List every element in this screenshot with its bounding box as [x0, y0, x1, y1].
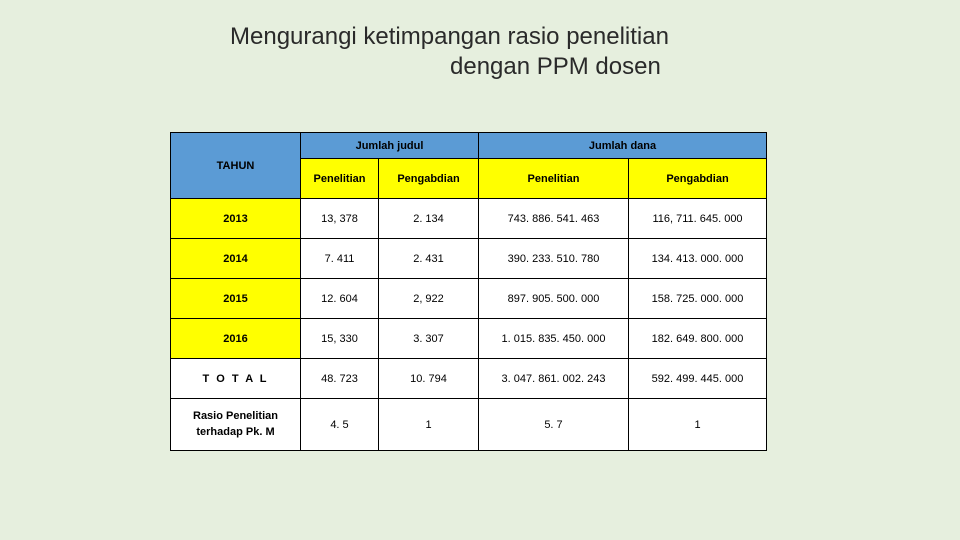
header-group-row: TAHUN Jumlah judul Jumlah dana: [171, 133, 767, 159]
header-tahun: TAHUN: [171, 133, 301, 199]
cell: 13, 378: [301, 199, 379, 239]
header-jumlah-dana: Jumlah dana: [479, 133, 767, 159]
header-judul-pengabdian: Pengabdian: [379, 159, 479, 199]
cell: 182. 649. 800. 000: [629, 319, 767, 359]
cell: 743. 886. 541. 463: [479, 199, 629, 239]
total-label: T O T A L: [171, 359, 301, 399]
cell: 897. 905. 500. 000: [479, 279, 629, 319]
cell: 116, 711. 645. 000: [629, 199, 767, 239]
cell: 4. 5: [301, 399, 379, 451]
header-dana-penelitian: Penelitian: [479, 159, 629, 199]
cell: 2, 922: [379, 279, 479, 319]
cell: 5. 7: [479, 399, 629, 451]
cell: 158. 725. 000. 000: [629, 279, 767, 319]
cell: 3. 047. 861. 002. 243: [479, 359, 629, 399]
table-row: 2014 7. 411 2. 431 390. 233. 510. 780 13…: [171, 239, 767, 279]
year-cell: 2013: [171, 199, 301, 239]
table-row: 2016 15, 330 3. 307 1. 015. 835. 450. 00…: [171, 319, 767, 359]
cell: 15, 330: [301, 319, 379, 359]
cell: 12. 604: [301, 279, 379, 319]
cell: 390. 233. 510. 780: [479, 239, 629, 279]
year-cell: 2015: [171, 279, 301, 319]
slide-title: Mengurangi ketimpangan rasio penelitian …: [230, 22, 960, 82]
cell: 2. 431: [379, 239, 479, 279]
slide: Mengurangi ketimpangan rasio penelitian …: [0, 0, 960, 540]
cell: 10. 794: [379, 359, 479, 399]
header-dana-pengabdian: Pengabdian: [629, 159, 767, 199]
cell: 1: [629, 399, 767, 451]
year-cell: 2016: [171, 319, 301, 359]
table-row: 2013 13, 378 2. 134 743. 886. 541. 463 1…: [171, 199, 767, 239]
cell: 592. 499. 445. 000: [629, 359, 767, 399]
ratio-label-1: Rasio Penelitian: [171, 409, 300, 424]
data-table: TAHUN Jumlah judul Jumlah dana Penelitia…: [170, 132, 767, 451]
cell: 7. 411: [301, 239, 379, 279]
total-row: T O T A L 48. 723 10. 794 3. 047. 861. 0…: [171, 359, 767, 399]
cell: 1: [379, 399, 479, 451]
cell: 3. 307: [379, 319, 479, 359]
title-line-1: Mengurangi ketimpangan rasio penelitian: [230, 22, 960, 52]
cell: 134. 413. 000. 000: [629, 239, 767, 279]
table-row: 2015 12. 604 2, 922 897. 905. 500. 000 1…: [171, 279, 767, 319]
cell: 1. 015. 835. 450. 000: [479, 319, 629, 359]
title-line-2: dengan PPM dosen: [230, 52, 960, 82]
year-cell: 2014: [171, 239, 301, 279]
ratio-label: Rasio Penelitian terhadap Pk. M: [171, 399, 301, 451]
header-judul-penelitian: Penelitian: [301, 159, 379, 199]
cell: 2. 134: [379, 199, 479, 239]
cell: 48. 723: [301, 359, 379, 399]
ratio-row: Rasio Penelitian terhadap Pk. M 4. 5 1 5…: [171, 399, 767, 451]
header-jumlah-judul: Jumlah judul: [301, 133, 479, 159]
ratio-label-2: terhadap Pk. M: [171, 425, 300, 440]
